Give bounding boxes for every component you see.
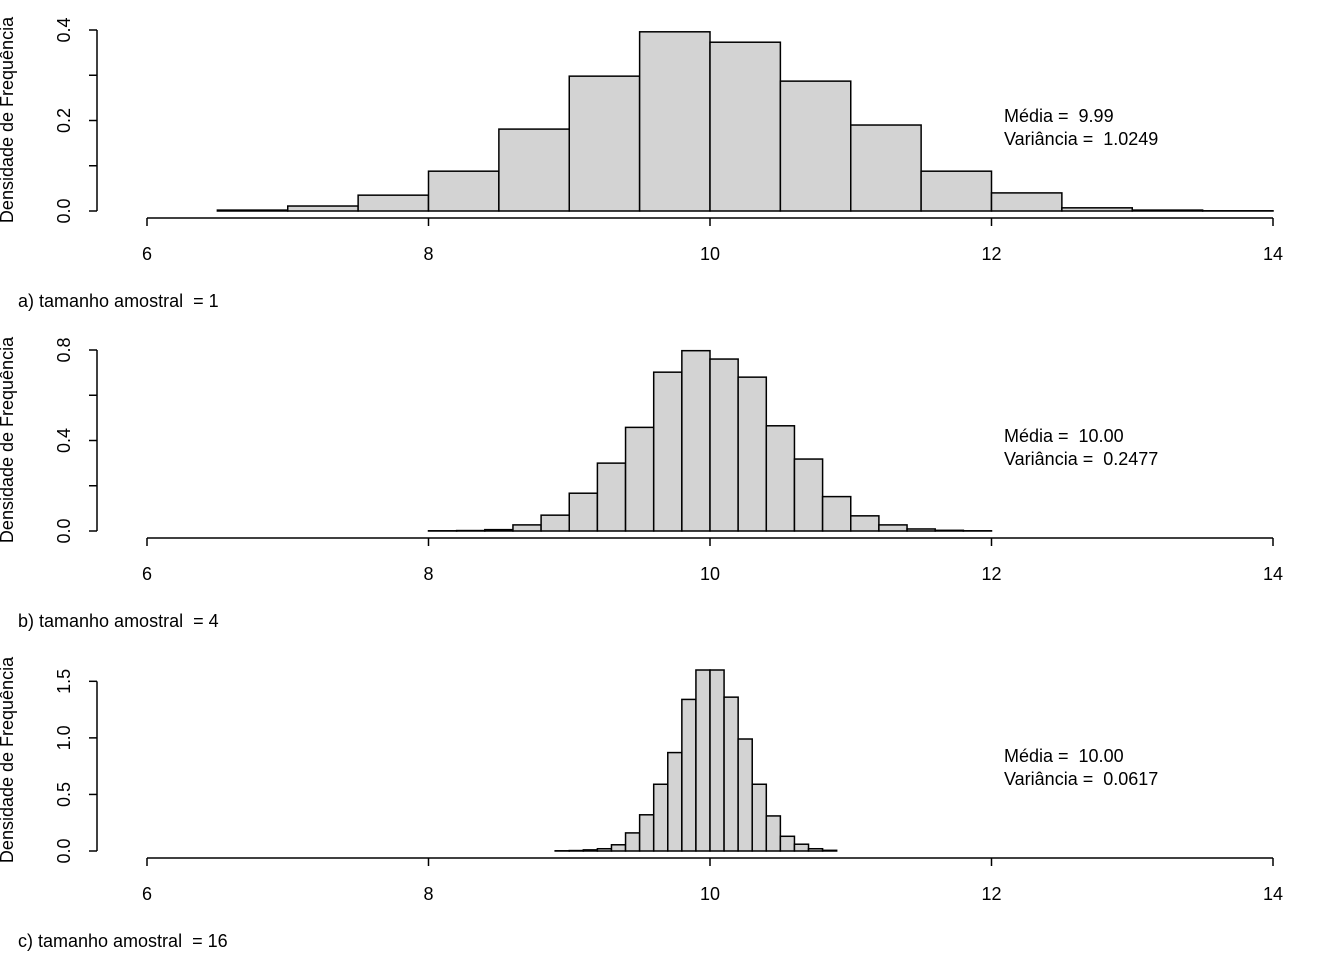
x-tick-label: 14 bbox=[1263, 884, 1283, 904]
bar bbox=[709, 358, 739, 532]
y-tick-label: 1.0 bbox=[54, 725, 74, 750]
bar bbox=[568, 492, 599, 532]
bar bbox=[723, 696, 739, 852]
bar bbox=[709, 41, 782, 212]
caption: a) tamanho amostral = 1 bbox=[18, 291, 219, 311]
bar bbox=[709, 669, 725, 852]
bar bbox=[624, 426, 655, 532]
x-tick-label: 10 bbox=[700, 884, 720, 904]
x-tick-label: 6 bbox=[142, 564, 152, 584]
bar bbox=[906, 528, 936, 532]
annotation: Variância = 1.0249 bbox=[1004, 129, 1158, 149]
y-tick-label: 0.4 bbox=[54, 17, 74, 42]
bar bbox=[878, 524, 908, 532]
x-tick-label: 12 bbox=[981, 244, 1001, 264]
y-tick-label: 0.0 bbox=[54, 198, 74, 223]
bar bbox=[582, 849, 599, 852]
annotation: Variância = 0.0617 bbox=[1004, 769, 1158, 789]
x-tick-label: 10 bbox=[700, 564, 720, 584]
x-tick-label: 10 bbox=[700, 244, 720, 264]
bar bbox=[667, 751, 683, 852]
annotation: Média = 10.00 bbox=[1004, 426, 1124, 446]
bar bbox=[850, 124, 922, 212]
bar bbox=[512, 524, 542, 532]
bar bbox=[765, 815, 782, 852]
annotation: Média = 10.00 bbox=[1004, 746, 1124, 766]
bar bbox=[751, 783, 768, 852]
bar bbox=[596, 462, 627, 532]
x-tick-label: 14 bbox=[1263, 564, 1283, 584]
bar bbox=[568, 75, 641, 212]
y-tick-label: 0.0 bbox=[54, 838, 74, 863]
bar bbox=[638, 814, 655, 852]
bar bbox=[638, 31, 711, 212]
bar bbox=[737, 376, 768, 532]
bar bbox=[807, 847, 824, 852]
bar bbox=[610, 844, 627, 852]
y-tick-label: 0.2 bbox=[54, 108, 74, 133]
y-tick-label: 1.5 bbox=[54, 669, 74, 694]
bar bbox=[793, 843, 810, 852]
x-tick-label: 8 bbox=[423, 564, 433, 584]
bar bbox=[1061, 207, 1133, 212]
bar bbox=[920, 170, 993, 212]
bar bbox=[498, 128, 570, 212]
x-tick-label: 8 bbox=[423, 884, 433, 904]
bar bbox=[695, 669, 711, 852]
bar bbox=[990, 192, 1063, 212]
bar bbox=[596, 847, 613, 852]
y-tick-label: 0.8 bbox=[54, 337, 74, 362]
bar bbox=[216, 209, 289, 212]
annotation: Média = 9.99 bbox=[1004, 106, 1114, 126]
bar bbox=[287, 205, 359, 212]
y-tick-label: 0.5 bbox=[54, 782, 74, 807]
bar bbox=[1131, 209, 1204, 212]
bar bbox=[427, 170, 500, 212]
bar bbox=[779, 835, 796, 852]
y-axis-label: Densidade de Frequência bbox=[0, 16, 17, 223]
bar bbox=[484, 528, 514, 532]
y-axis-label: Densidade de Frequência bbox=[0, 656, 17, 863]
bar bbox=[821, 495, 852, 532]
x-tick-label: 8 bbox=[423, 244, 433, 264]
bar bbox=[850, 515, 880, 532]
bar bbox=[357, 194, 430, 212]
y-tick-label: 0.4 bbox=[54, 428, 74, 453]
bar bbox=[681, 698, 697, 852]
bar bbox=[934, 529, 965, 532]
x-tick-label: 6 bbox=[142, 244, 152, 264]
x-tick-label: 12 bbox=[981, 564, 1001, 584]
caption: c) tamanho amostral = 16 bbox=[18, 931, 228, 951]
caption: b) tamanho amostral = 4 bbox=[18, 611, 219, 631]
bar bbox=[681, 349, 711, 532]
y-axis-label: Densidade de Frequência bbox=[0, 336, 17, 543]
x-tick-label: 14 bbox=[1263, 244, 1283, 264]
bar bbox=[779, 80, 852, 212]
bar bbox=[737, 738, 753, 852]
annotation: Variância = 0.2477 bbox=[1004, 449, 1158, 469]
x-tick-label: 12 bbox=[981, 884, 1001, 904]
x-tick-label: 6 bbox=[142, 884, 152, 904]
y-tick-label: 0.0 bbox=[54, 518, 74, 543]
bar bbox=[765, 425, 796, 532]
bar bbox=[624, 832, 641, 852]
bar bbox=[821, 849, 838, 852]
bar bbox=[540, 514, 570, 532]
bar bbox=[652, 783, 669, 852]
bar bbox=[793, 458, 824, 532]
bar bbox=[652, 371, 683, 532]
